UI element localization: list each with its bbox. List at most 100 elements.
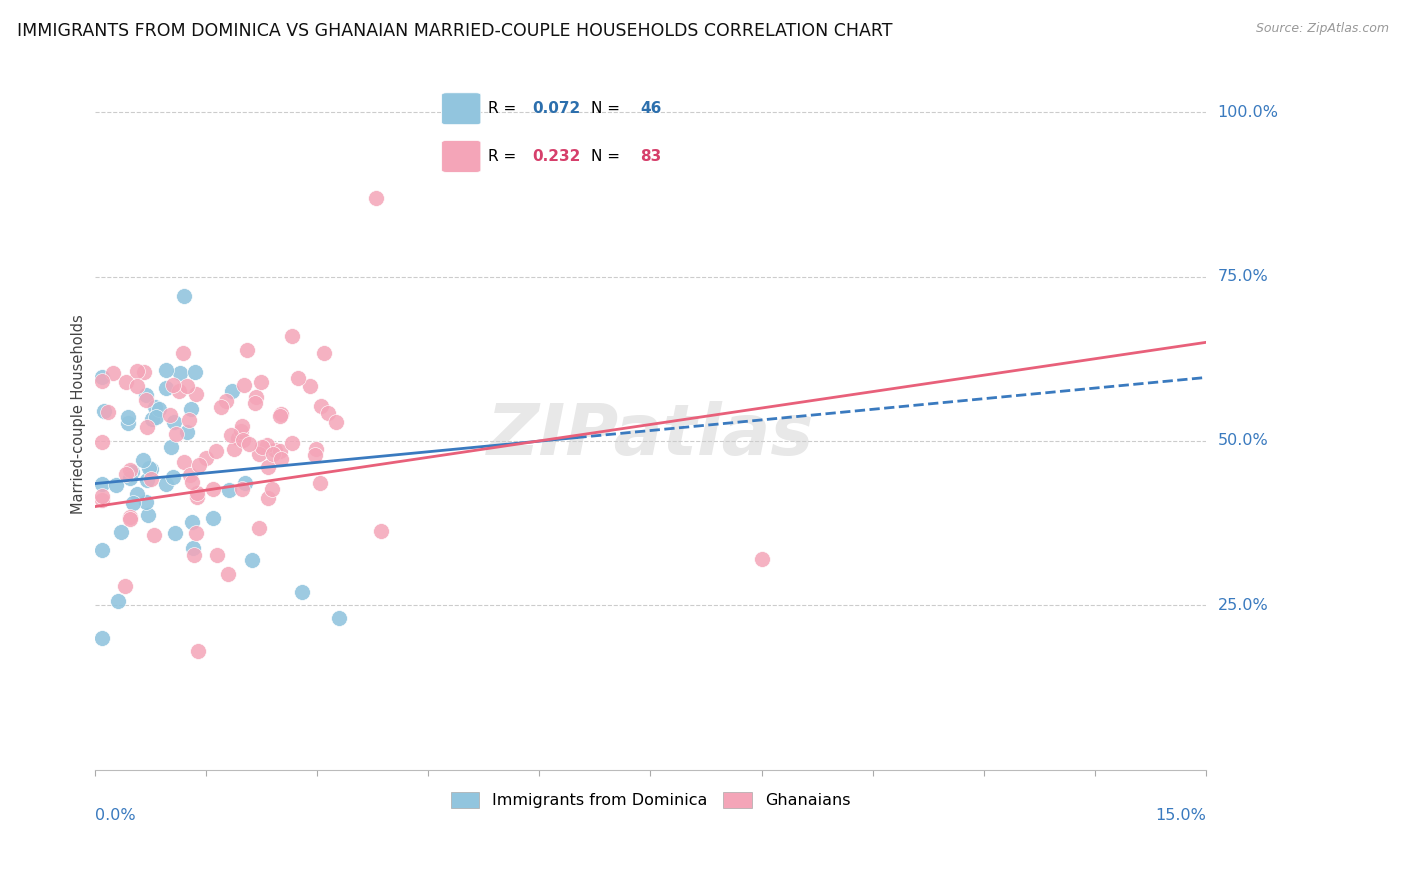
Point	[231, 419, 253, 434]
Point	[264, 443, 287, 458]
Point	[186, 490, 208, 504]
Point	[93, 404, 115, 418]
Point	[173, 289, 195, 303]
Point	[107, 594, 129, 608]
Point	[291, 585, 314, 599]
Point	[103, 366, 125, 380]
Point	[110, 524, 132, 539]
Point	[232, 434, 254, 448]
Text: Source: ZipAtlas.com: Source: ZipAtlas.com	[1256, 22, 1389, 36]
Point	[138, 461, 160, 475]
Point	[135, 392, 157, 407]
Y-axis label: Married-couple Households: Married-couple Households	[72, 315, 86, 515]
Text: 25.0%: 25.0%	[1218, 598, 1268, 613]
Point	[114, 467, 136, 481]
Point	[281, 328, 304, 343]
Point	[250, 440, 273, 454]
Point	[91, 543, 114, 558]
Point	[218, 483, 240, 497]
Point	[122, 496, 145, 510]
Point	[269, 443, 291, 458]
Point	[132, 366, 155, 380]
Point	[214, 394, 236, 409]
Point	[136, 419, 159, 434]
Point	[281, 435, 304, 450]
Point	[187, 644, 209, 658]
Point	[217, 567, 239, 582]
Point	[202, 511, 225, 525]
Point	[136, 508, 159, 522]
Point	[304, 448, 326, 462]
Point	[201, 483, 224, 497]
Point	[204, 443, 226, 458]
Point	[194, 450, 217, 465]
Point	[309, 475, 332, 490]
Point	[97, 405, 120, 419]
Point	[162, 377, 184, 392]
Point	[159, 408, 181, 422]
Point	[219, 428, 242, 442]
Point	[247, 447, 270, 461]
Point	[127, 379, 149, 393]
Point	[232, 378, 254, 392]
Point	[249, 375, 271, 389]
Point	[167, 384, 190, 398]
Point	[751, 552, 773, 566]
Point	[184, 387, 207, 401]
Point	[257, 491, 280, 506]
Point	[148, 402, 170, 417]
Point	[309, 399, 332, 413]
Point	[91, 374, 114, 388]
Point	[181, 515, 204, 529]
Point	[181, 541, 204, 555]
Point	[312, 346, 335, 360]
Point	[169, 367, 191, 381]
Point	[160, 440, 183, 454]
Text: 75.0%: 75.0%	[1218, 269, 1268, 284]
Point	[325, 415, 347, 429]
Point	[366, 191, 388, 205]
Point	[91, 489, 114, 503]
Point	[125, 364, 148, 378]
Point	[127, 487, 149, 501]
Point	[141, 472, 163, 486]
Point	[91, 370, 114, 384]
Point	[176, 379, 198, 393]
Point	[163, 415, 186, 429]
Point	[231, 424, 253, 438]
Point	[118, 510, 141, 524]
Point	[162, 470, 184, 484]
Point	[247, 521, 270, 535]
Point	[184, 365, 207, 379]
Point	[165, 525, 187, 540]
Point	[270, 451, 292, 466]
Point	[180, 401, 202, 416]
Point	[177, 413, 200, 427]
Point	[226, 431, 249, 445]
Point	[235, 476, 257, 491]
Point	[91, 434, 114, 449]
Point	[238, 437, 260, 451]
Point	[240, 553, 263, 567]
Point	[186, 486, 208, 500]
Point	[305, 442, 328, 457]
Point	[269, 409, 291, 424]
Point	[298, 378, 321, 392]
Point	[186, 526, 208, 541]
Point	[172, 346, 194, 360]
Point	[262, 447, 284, 461]
Point	[236, 343, 259, 357]
Point	[117, 410, 139, 425]
Text: ZIPatlas: ZIPatlas	[486, 401, 814, 470]
Point	[155, 477, 177, 491]
Point	[91, 631, 114, 645]
Point	[328, 611, 350, 625]
Point	[120, 471, 142, 485]
Text: 100.0%: 100.0%	[1218, 104, 1278, 120]
Point	[221, 384, 243, 398]
Legend: Immigrants from Dominica, Ghanaians: Immigrants from Dominica, Ghanaians	[444, 786, 856, 815]
Point	[262, 482, 284, 496]
Point	[270, 407, 292, 421]
Point	[180, 475, 202, 489]
Point	[370, 524, 392, 539]
